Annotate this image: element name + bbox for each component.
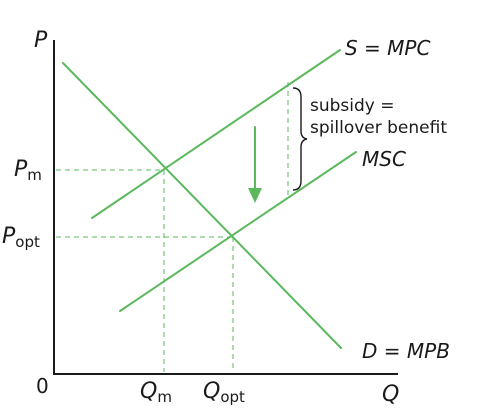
origin-label: 0 bbox=[36, 374, 49, 398]
subsidy-brace bbox=[292, 87, 308, 191]
price-optimal-label: Popt bbox=[2, 224, 40, 251]
demand-label: D = MPB bbox=[362, 339, 450, 363]
quantity-optimal-label: Qopt bbox=[203, 379, 245, 406]
supply-social-curve bbox=[119, 151, 357, 312]
supply-social-label: MSC bbox=[362, 147, 406, 171]
price-market-label: Pm bbox=[14, 157, 42, 184]
y-axis-label: P bbox=[34, 28, 48, 53]
shift-arrow-head bbox=[248, 188, 262, 203]
demand-curve bbox=[62, 62, 342, 349]
x-axis-label: Q bbox=[382, 382, 399, 407]
supply-private-label: S = MPC bbox=[345, 36, 430, 60]
annotation-line1: subsidy = bbox=[310, 96, 395, 116]
quantity-market-label: Qm bbox=[140, 379, 172, 406]
annotation-line2: spillover benefit bbox=[310, 118, 447, 138]
supply-private-curve bbox=[91, 49, 341, 219]
